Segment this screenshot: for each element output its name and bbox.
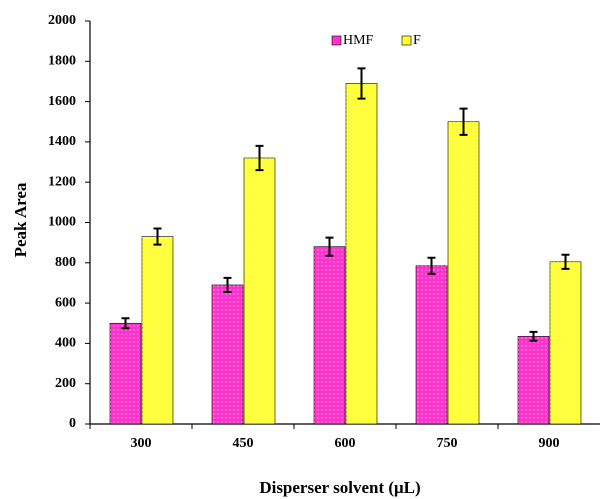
bar-texture [518, 336, 549, 424]
legend-label: HMF [343, 33, 374, 48]
x-tick-label: 450 [233, 436, 254, 451]
y-tick-label: 1200 [48, 174, 76, 189]
x-tick-label: 300 [131, 436, 152, 451]
error-bar [325, 236, 334, 257]
error-bar [357, 67, 366, 100]
x-tick-label: 900 [539, 436, 560, 451]
legend-swatch [331, 35, 342, 46]
y-tick-label: 400 [55, 336, 76, 351]
bar-texture [314, 246, 345, 424]
y-tick-label: 800 [55, 255, 76, 270]
error-bar [255, 144, 264, 172]
error-bar [427, 256, 436, 275]
y-tick-label: 1400 [48, 134, 76, 149]
bar-texture [550, 261, 581, 424]
x-axis-label: Disperser solvent (μL) [259, 478, 420, 497]
y-tick-label: 1600 [48, 94, 76, 109]
y-tick-label: 0 [69, 416, 76, 431]
bar-texture [142, 236, 173, 424]
y-tick-label: 1000 [48, 215, 76, 230]
bar-texture [448, 121, 479, 424]
y-tick-label: 200 [55, 376, 76, 391]
bar-texture [346, 83, 377, 424]
error-bar [561, 253, 570, 270]
error-bar [459, 107, 468, 136]
y-tick-label: 600 [55, 295, 76, 310]
legend-label: F [413, 33, 421, 48]
bar-texture [244, 158, 275, 424]
error-bar [153, 227, 162, 246]
y-axis-label: Peak Area [11, 182, 30, 257]
bar-texture [212, 284, 243, 424]
x-tick-label: 750 [437, 436, 458, 451]
bar-texture [110, 323, 141, 424]
error-bar [223, 276, 232, 294]
x-tick-label: 600 [335, 436, 356, 451]
error-bar [529, 330, 538, 342]
error-bar [121, 317, 130, 330]
bar-texture [416, 265, 447, 424]
y-tick-label: 2000 [48, 13, 76, 28]
y-tick-label: 1800 [48, 54, 76, 69]
legend-swatch [401, 35, 412, 46]
